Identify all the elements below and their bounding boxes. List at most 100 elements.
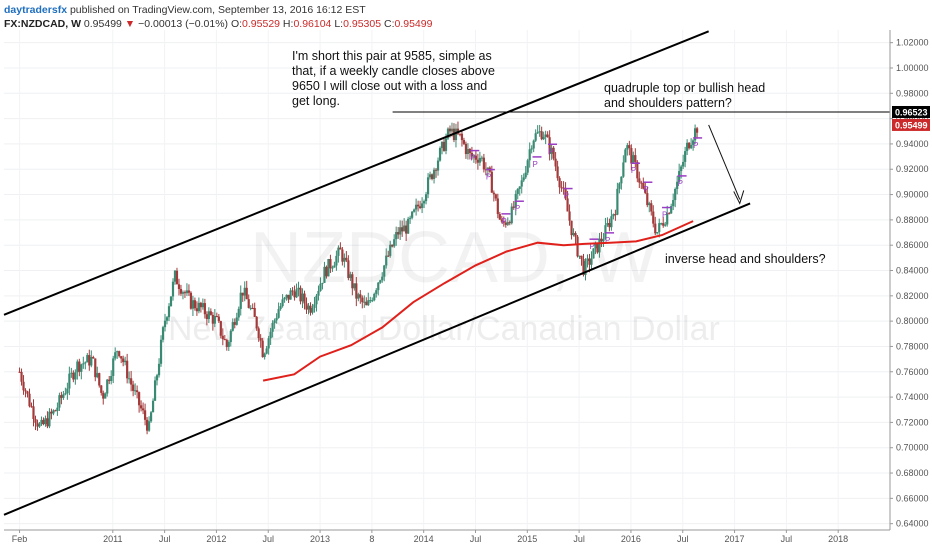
candle-body	[377, 282, 380, 291]
candle-body	[428, 174, 432, 178]
candle-body	[672, 200, 675, 207]
candle-body	[36, 422, 39, 427]
pivot-label: P	[515, 204, 520, 213]
close-value: 0.95499	[394, 18, 433, 30]
candle-body	[588, 258, 591, 265]
candle-body	[600, 238, 603, 242]
candle-body	[251, 307, 254, 309]
candle-body	[684, 151, 687, 162]
candle-body	[470, 152, 474, 157]
candle-body	[506, 222, 509, 225]
pivot-label: P	[631, 166, 636, 175]
candle-body	[361, 297, 364, 303]
y-axis: 1.02000 1.00000 0.98000 0.96000 0.94000 0.920…	[4, 30, 929, 531]
pivot-label: P	[678, 179, 683, 188]
candle-body	[498, 214, 501, 220]
candle-body	[60, 395, 63, 398]
candle-body	[147, 421, 151, 431]
candle-body	[468, 149, 472, 153]
candle-body	[628, 145, 631, 148]
candle-body	[357, 294, 360, 299]
candle-body	[171, 281, 175, 297]
candle-body	[325, 266, 328, 277]
candle-body	[383, 265, 386, 277]
candle-body	[606, 223, 609, 226]
candle-body	[620, 176, 623, 184]
candle-body	[353, 283, 356, 289]
x-tick-label: Feb	[12, 534, 28, 544]
level-badge-text: 0.96523	[895, 107, 928, 117]
candle-body	[694, 128, 697, 141]
pivot-label: P	[470, 154, 475, 163]
candle-body	[668, 213, 671, 215]
candle-body	[422, 201, 426, 204]
candle-body	[120, 356, 123, 359]
candle-body	[686, 142, 689, 152]
candle-body	[321, 282, 324, 284]
candle-body	[233, 322, 236, 325]
y-tick-label: 0.92000	[896, 164, 929, 174]
candle-body	[576, 236, 579, 257]
candle-body	[656, 232, 659, 234]
watermark-name: New Zealand Dollar/Canadian Dollar	[168, 310, 720, 348]
open-label: O:	[230, 18, 243, 30]
candle-body	[590, 258, 593, 265]
candle-body	[245, 287, 248, 300]
y-tick-label: 0.72000	[896, 417, 929, 427]
note-line-2: that, if a weekly candle closes above	[292, 64, 495, 78]
candle-body	[534, 133, 537, 141]
candle-body	[140, 405, 143, 409]
candle-body	[215, 315, 218, 317]
candle-body	[385, 255, 388, 266]
candle-body	[52, 410, 55, 414]
candle-body	[512, 206, 515, 208]
author-link[interactable]: daytradersfx	[4, 4, 68, 16]
candle-body	[94, 358, 97, 378]
candle-body	[335, 255, 338, 266]
candle-body	[373, 293, 376, 301]
candle-body	[225, 339, 228, 348]
low-label: L:	[331, 18, 344, 30]
x-tick-label: 2017	[725, 534, 745, 544]
pattern-line-2: and shoulders pattern?	[604, 96, 732, 110]
candle-body	[237, 308, 240, 318]
candle-body	[231, 322, 234, 331]
arrow-annotation	[708, 124, 745, 205]
candle-body	[279, 306, 282, 310]
x-tick-label: Jul	[262, 534, 274, 544]
ohlc-line: FX:NZDCAD, W 0.95499 ▼ −0.00013 (−0.01%)…	[4, 17, 884, 31]
candle-body	[281, 299, 284, 307]
pivot-label: P	[486, 173, 491, 182]
candle-body	[257, 328, 260, 339]
pattern-line-1: quadruple top or bullish head	[604, 81, 765, 95]
candle-body	[275, 317, 278, 321]
candle-body	[536, 132, 539, 134]
candle-body	[676, 181, 679, 189]
candle-body	[273, 320, 276, 323]
level-badge-bg	[892, 105, 930, 118]
candle-body	[478, 158, 481, 163]
candle-body	[544, 134, 547, 137]
candle-body	[381, 276, 384, 281]
candle-body	[177, 284, 181, 289]
publish-info: published on TradingView.com, September …	[67, 4, 366, 16]
candle-body	[526, 160, 529, 173]
candle-body	[612, 214, 615, 217]
x-tick-label: 2011	[103, 534, 122, 544]
candle-body	[650, 203, 653, 212]
candle-body	[440, 141, 444, 149]
candle-body	[682, 161, 685, 167]
candle-body	[163, 320, 167, 328]
candle-body	[500, 219, 503, 222]
symbol-label[interactable]: FX:NZDCAD, W	[4, 18, 81, 30]
y-tick-label: 0.78000	[896, 341, 929, 351]
candle-body	[598, 238, 601, 253]
candle-body	[82, 363, 85, 365]
x-tick-label: 8	[369, 534, 374, 544]
note-line-4: get long.	[292, 94, 340, 108]
pivot-label: P	[693, 141, 698, 150]
pivot-label: P	[589, 242, 594, 251]
candle-body	[76, 361, 79, 373]
candle-body	[438, 148, 442, 161]
